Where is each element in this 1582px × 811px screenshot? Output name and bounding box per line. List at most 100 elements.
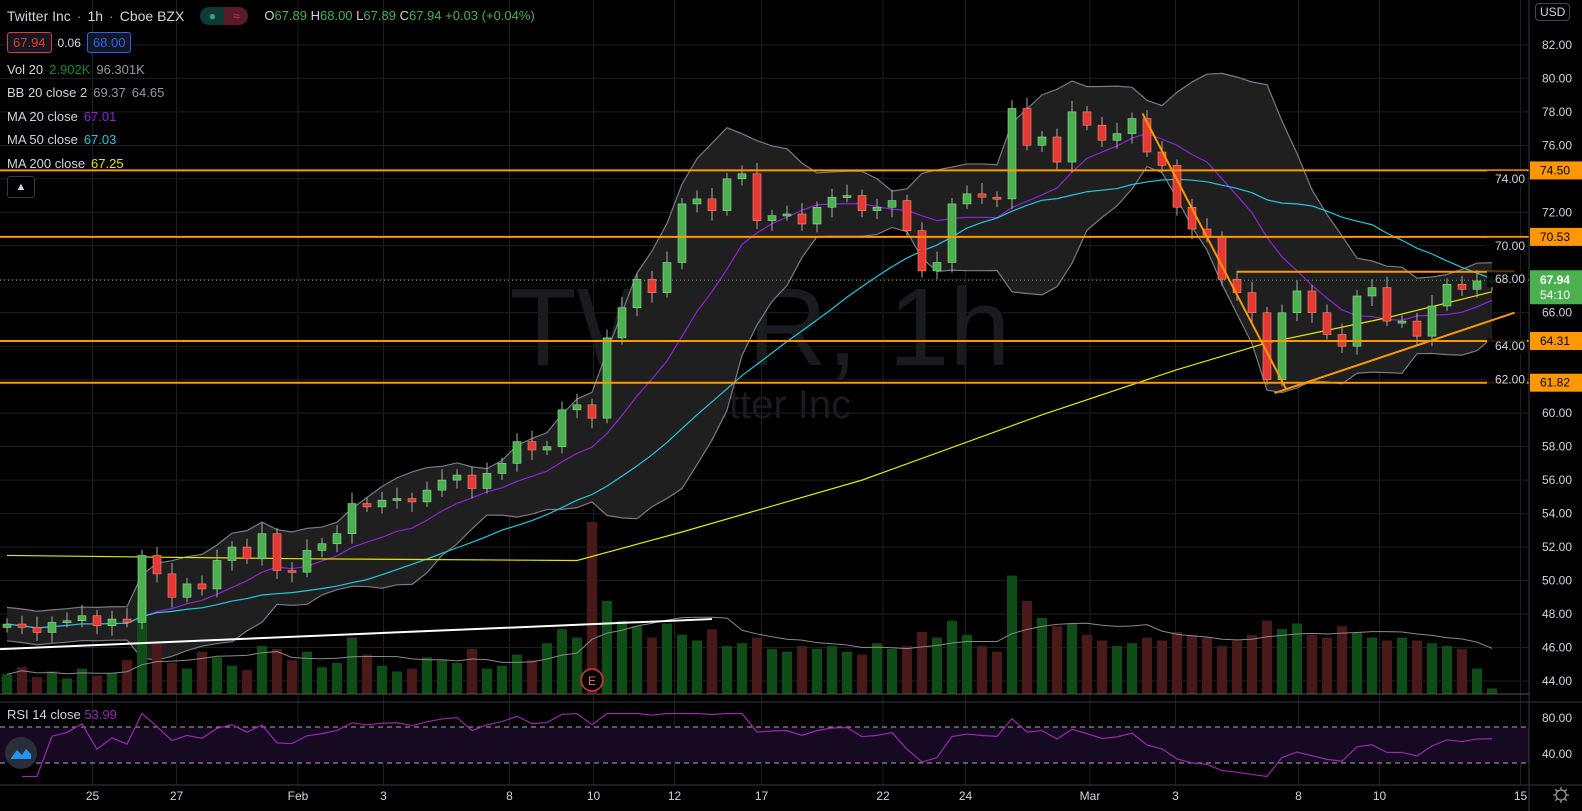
volume-bar bbox=[1022, 600, 1032, 694]
legend-bb[interactable]: BB 20 close 2 69.37 64.65 bbox=[7, 85, 165, 101]
trendline bbox=[1141, 113, 1288, 391]
volume-bar bbox=[587, 522, 597, 694]
rsi-line bbox=[22, 712, 1493, 778]
price-tick-label: 58.00 bbox=[1542, 440, 1572, 454]
volume-bar bbox=[617, 620, 627, 694]
candle bbox=[947, 203, 957, 263]
candles bbox=[2, 97, 1497, 643]
legend-ma200[interactable]: MA 200 close 67.25 bbox=[7, 155, 124, 171]
candle bbox=[1277, 312, 1287, 380]
candle bbox=[932, 262, 942, 272]
candle bbox=[1367, 287, 1377, 297]
volume-bar bbox=[77, 668, 87, 694]
tradingview-logo-icon[interactable] bbox=[5, 737, 37, 769]
currency-button[interactable]: USD bbox=[1535, 3, 1571, 21]
candle bbox=[377, 499, 387, 508]
ma50-line bbox=[6, 178, 1493, 629]
candle bbox=[977, 193, 987, 198]
volume-bar bbox=[857, 654, 867, 694]
candle bbox=[542, 446, 552, 451]
volume-bar bbox=[332, 662, 342, 694]
sell-button[interactable]: 67.94 bbox=[7, 32, 52, 53]
exchange: Cboe BZX bbox=[119, 7, 185, 24]
legend-rsi[interactable]: RSI 14 close 53.99 bbox=[7, 707, 117, 722]
candle bbox=[902, 200, 912, 231]
interval[interactable]: 1h bbox=[87, 7, 104, 24]
volume-bar bbox=[107, 672, 117, 694]
rsi-tick-label: 80.00 bbox=[1542, 711, 1572, 725]
separator: · bbox=[76, 7, 82, 24]
price-tick-label: 72.00 bbox=[1542, 205, 1572, 219]
candle bbox=[467, 474, 477, 489]
candle bbox=[767, 215, 777, 221]
price-tick-label-bg bbox=[1487, 237, 1527, 254]
buy-button[interactable]: 68.00 bbox=[86, 32, 132, 53]
volume-bar bbox=[1412, 640, 1422, 694]
volume-bar bbox=[602, 600, 612, 694]
volume-bar bbox=[782, 651, 792, 694]
volume-bar bbox=[1352, 631, 1362, 694]
volume-bar bbox=[437, 660, 447, 694]
ma20-line bbox=[6, 132, 1493, 629]
price-tick-label-bg bbox=[1487, 338, 1527, 355]
bb-fill bbox=[7, 73, 1492, 660]
level-price-label: 70.53 bbox=[1540, 230, 1570, 244]
legend-ma20[interactable]: MA 20 close 67.01 bbox=[7, 108, 117, 124]
candle bbox=[527, 441, 537, 451]
candle bbox=[272, 533, 282, 571]
candle bbox=[872, 206, 882, 211]
legend-vol[interactable]: Vol 20 2.902K 96.301K bbox=[7, 61, 145, 77]
candle bbox=[647, 278, 657, 293]
volume-bar bbox=[422, 657, 432, 694]
volume-bar bbox=[1487, 688, 1497, 694]
volume-bar bbox=[287, 660, 297, 694]
symbol-name[interactable]: Twitter Inc bbox=[7, 7, 71, 24]
volume-bar bbox=[1292, 623, 1302, 694]
volume-bar bbox=[1007, 575, 1017, 694]
candle bbox=[92, 615, 102, 627]
candle bbox=[557, 409, 567, 447]
price-tick-label: 66.00 bbox=[1542, 306, 1572, 320]
ohlc-values: O67.89 H68.00 L67.89 C67.94 +0.03 (+0.04… bbox=[264, 8, 535, 24]
volume-bar bbox=[572, 637, 582, 694]
volume-bar bbox=[32, 677, 42, 694]
price-tick-label: 80.00 bbox=[1542, 71, 1572, 85]
volume-bar bbox=[197, 651, 207, 694]
bid-ask-row: 67.94 0.06 68.00 bbox=[7, 28, 535, 58]
drawings[interactable] bbox=[0, 113, 1529, 651]
time-axis[interactable]: 25 27 Feb 3 8 10 12 17 22 24 Mar 3 8 10 15 bbox=[86, 789, 1528, 803]
candle bbox=[1397, 320, 1407, 324]
level-price-label: 74.50 bbox=[1540, 163, 1570, 177]
candle bbox=[1292, 290, 1302, 314]
candle bbox=[1322, 312, 1332, 335]
price-tick-label: 48.00 bbox=[1542, 607, 1572, 621]
candle bbox=[572, 404, 582, 411]
volume-bar bbox=[737, 643, 747, 694]
volume-bar bbox=[512, 654, 522, 694]
volume-bar bbox=[1037, 617, 1047, 694]
candle bbox=[1127, 118, 1137, 134]
volume-bar bbox=[1172, 631, 1182, 694]
candle bbox=[857, 195, 867, 211]
candle bbox=[497, 463, 507, 474]
legend-ma50[interactable]: MA 50 close 67.03 bbox=[7, 132, 117, 148]
volume-bar bbox=[707, 629, 717, 694]
volume-bar bbox=[152, 643, 162, 694]
approx-icon: ≈ bbox=[224, 6, 249, 25]
volume-bar bbox=[1127, 643, 1137, 694]
candle bbox=[692, 198, 702, 205]
volume-bar bbox=[482, 668, 492, 694]
volume-bar bbox=[2, 674, 12, 694]
volume-bar bbox=[917, 631, 927, 694]
candle bbox=[827, 196, 837, 208]
chevron-up-icon[interactable]: ▲ bbox=[7, 176, 35, 198]
candle bbox=[107, 618, 117, 627]
earnings-badge[interactable]: E bbox=[580, 668, 604, 692]
price-tick-label: 62.00 bbox=[1495, 373, 1525, 387]
status-pill[interactable]: ● ≈ bbox=[200, 6, 249, 25]
volume-bar bbox=[1052, 626, 1062, 694]
volume-bar bbox=[1262, 620, 1272, 694]
settings-gear-icon[interactable] bbox=[1553, 787, 1569, 803]
